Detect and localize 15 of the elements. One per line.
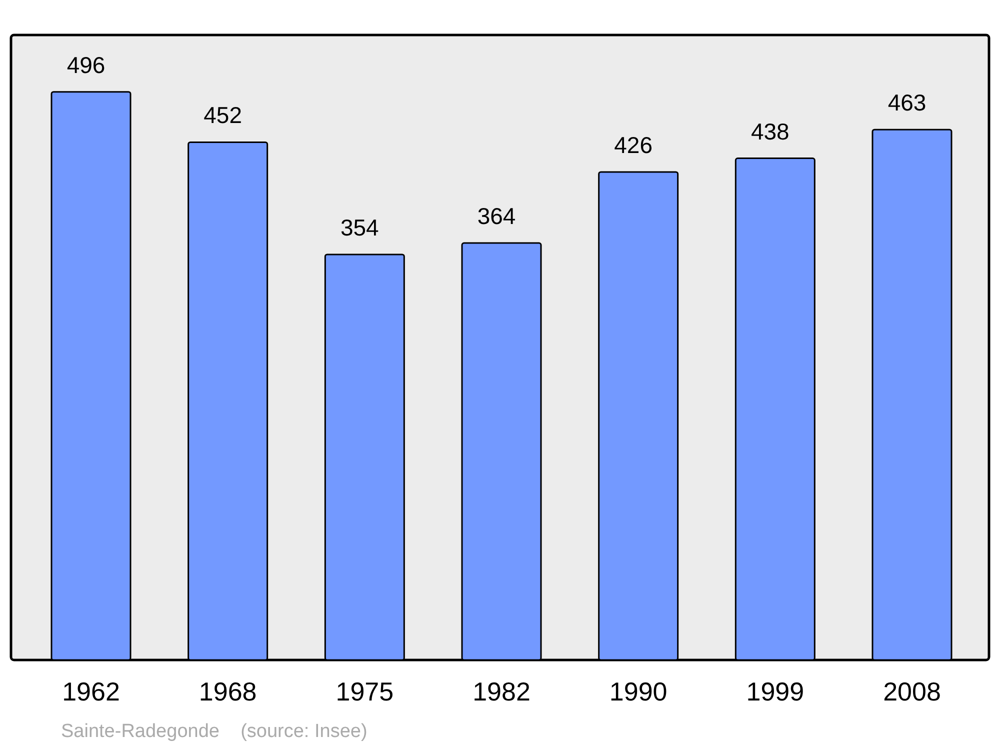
text: Sainte-Radegonde (source: Insee) (61, 721, 368, 742)
x-tick-label: 1982 (472, 676, 530, 706)
x-tick-label: 1968 (198, 676, 257, 706)
data-label: 354 (340, 214, 380, 240)
data-label: 426 (614, 132, 653, 158)
x-tick-label: 2008 (883, 676, 941, 706)
x-tick-label: 1962 (62, 676, 120, 706)
data-label: 496 (66, 52, 106, 78)
data-label: 452 (204, 102, 242, 128)
x-tick-label: 1990 (609, 676, 668, 706)
data-label: 463 (888, 90, 926, 116)
x-tick-label: 1975 (336, 676, 394, 706)
x-tick-label: 1999 (746, 676, 804, 706)
data-label: 438 (750, 118, 790, 144)
data-label: 364 (477, 203, 516, 230)
